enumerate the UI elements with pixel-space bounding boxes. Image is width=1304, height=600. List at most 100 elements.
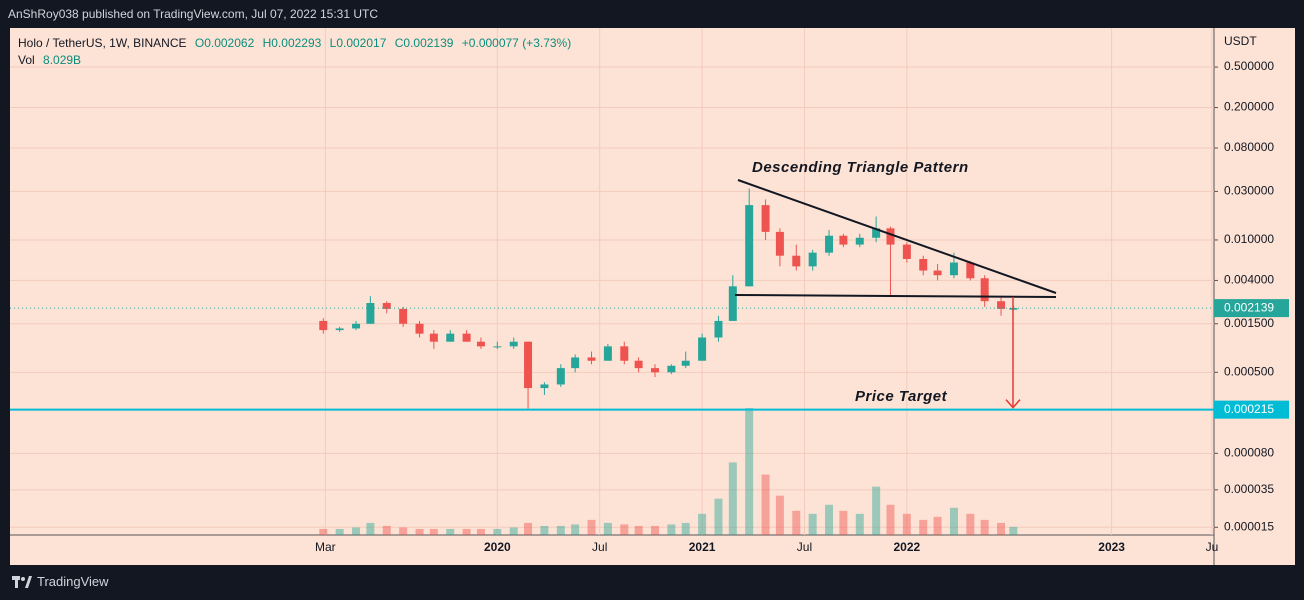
volume-bar: [634, 525, 643, 535]
x-tick-label: Ju: [1206, 540, 1219, 554]
ohlc-high: H0.002293: [262, 36, 322, 50]
annotation: Price Target: [855, 388, 948, 405]
y-tick-label: 0.004000: [1224, 273, 1274, 287]
x-tick-label: Jul: [592, 540, 607, 554]
y-tick-label: 0.500000: [1224, 59, 1274, 73]
candle-body: [855, 237, 864, 245]
volume-bar: [366, 522, 375, 535]
volume-bar: [540, 525, 549, 535]
y-tick-label: 0.200000: [1224, 100, 1274, 114]
volume-bar: [651, 525, 659, 535]
candle-body: [761, 205, 770, 232]
volume-bar: [415, 528, 424, 535]
candle-body: [667, 365, 676, 373]
volume-bar: [839, 510, 848, 535]
candle-body: [728, 286, 737, 321]
y-tick-label: 0.080000: [1224, 140, 1274, 154]
volume-bar: [524, 522, 533, 535]
logo: [12, 575, 32, 588]
volume-bar: [997, 522, 1006, 535]
volume-bar: [429, 528, 438, 535]
ohlc-open: O0.002062: [194, 36, 255, 50]
volume-bar: [980, 519, 989, 535]
y-tick-label: 0.000035: [1224, 482, 1274, 496]
legend-header: Holo / TetherUS, 1W, BINANCE O0.002062 H…: [18, 35, 571, 69]
x-tick-label: 2023: [1098, 540, 1125, 554]
annotation: Descending Triangle Pattern: [752, 159, 969, 176]
x-tick-label: Mar: [315, 540, 336, 554]
candle-body: [902, 244, 911, 259]
candle-body: [352, 323, 361, 329]
candle-body: [493, 346, 502, 348]
volume-bar: [462, 528, 471, 535]
currency-label: USDT: [1224, 34, 1257, 48]
candle-body: [462, 333, 471, 342]
candle-body: [335, 328, 344, 331]
y-tick-label: 0.001500: [1224, 316, 1274, 330]
vol-value: 8.029B: [43, 53, 82, 67]
volume-bar: [775, 495, 784, 535]
candle-body: [429, 333, 438, 342]
volume-bar: [792, 510, 801, 535]
candle-body: [446, 333, 455, 342]
volume-bar: [587, 519, 596, 535]
candle-body: [620, 346, 629, 361]
ohlc-change: +0.000077 (+3.73%): [461, 36, 572, 50]
volume-bar: [382, 525, 391, 535]
volume-bar: [446, 528, 455, 535]
volume-bar: [681, 522, 690, 535]
volume-bar: [886, 504, 895, 535]
candle-body: [382, 303, 391, 309]
volume-bar: [808, 513, 817, 535]
candle-body: [886, 228, 895, 245]
target-arrowhead: [1005, 399, 1021, 409]
candle-body: [399, 308, 408, 324]
target-label: 0.000215: [1224, 402, 1274, 416]
candle-body: [366, 303, 375, 324]
triangle-upper: [737, 179, 1057, 294]
brand: TradingView: [37, 574, 109, 589]
publish-info: AnShRoy038 published on TradingView.com,…: [8, 7, 379, 21]
candle-body: [634, 360, 643, 369]
volume-bar: [728, 462, 737, 535]
y-tick-label: 0.000080: [1224, 445, 1274, 459]
volume-bar: [825, 504, 834, 535]
vol-label: Vol: [18, 53, 35, 67]
candle-body: [949, 262, 958, 276]
volume-bar: [556, 525, 565, 535]
candle-body: [775, 231, 784, 256]
candle-body: [839, 235, 848, 245]
candle-body: [933, 270, 942, 276]
volume-bar: [933, 516, 942, 535]
volume-bar: [966, 513, 975, 535]
candle-body: [698, 337, 707, 361]
volume-bar: [949, 507, 958, 535]
volume-bar: [603, 522, 612, 535]
candle-body: [714, 320, 723, 338]
x-tick-label: 2020: [484, 540, 511, 554]
symbol: Holo / TetherUS, 1W, BINANCE: [18, 36, 187, 50]
candle-body: [681, 360, 690, 366]
candle-body: [966, 262, 975, 279]
candle-body: [540, 384, 549, 389]
candle-body: [808, 252, 817, 267]
candle-body: [319, 320, 328, 331]
y-tick-label: 0.030000: [1224, 184, 1274, 198]
volume-bar: [571, 524, 580, 535]
x-tick-label: Jul: [797, 540, 812, 554]
volume-bar: [855, 513, 864, 535]
target-box: [1214, 400, 1289, 419]
volume-bar: [745, 408, 754, 535]
candle-body: [745, 205, 754, 287]
candle-body: [603, 346, 612, 361]
volume-bar: [761, 474, 770, 535]
candle-body: [651, 368, 659, 373]
y-tick-label: 0.000500: [1224, 365, 1274, 379]
volume-bar: [714, 498, 723, 535]
volume-bar: [352, 527, 361, 535]
candle-body: [825, 235, 834, 253]
candle-body: [792, 255, 801, 267]
volume-bar: [319, 528, 328, 535]
